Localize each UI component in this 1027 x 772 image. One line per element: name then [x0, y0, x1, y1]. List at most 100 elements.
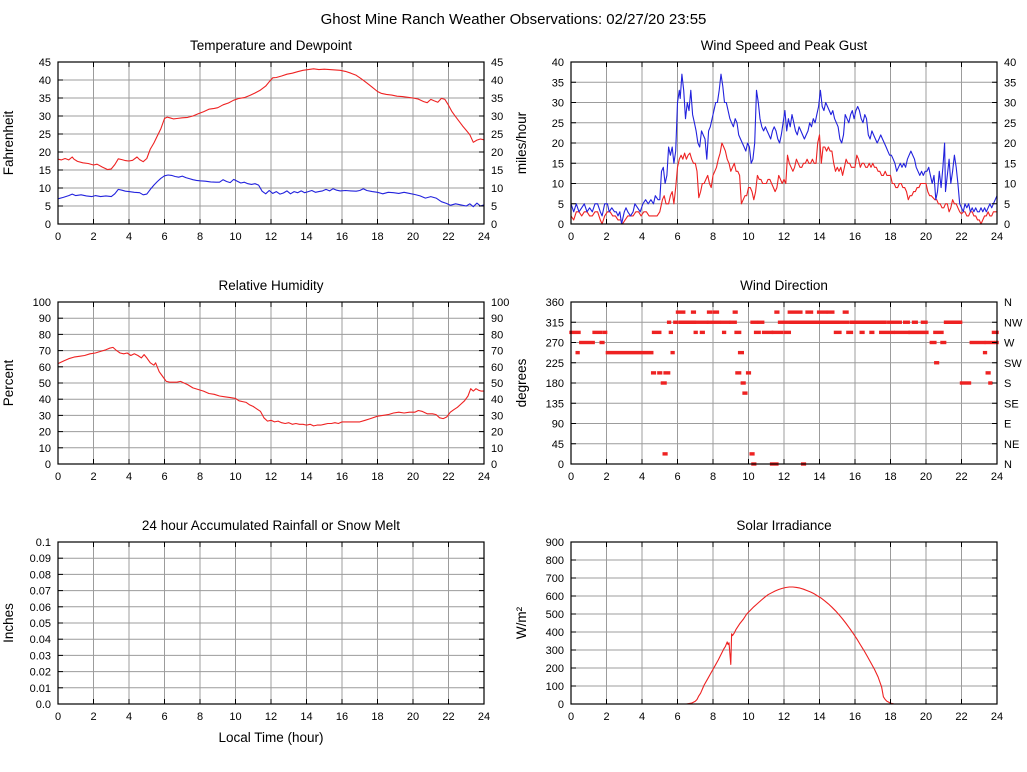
svg-text:45: 45	[39, 57, 51, 69]
svg-text:15: 15	[491, 165, 503, 177]
svg-text:20: 20	[407, 711, 419, 723]
svg-text:225: 225	[546, 358, 564, 370]
svg-text:30: 30	[1004, 98, 1016, 110]
svg-text:0.04: 0.04	[30, 634, 51, 646]
svg-text:E: E	[1004, 419, 1011, 431]
svg-text:18: 18	[884, 471, 896, 483]
svg-text:20: 20	[1004, 138, 1016, 150]
svg-text:12: 12	[778, 231, 790, 243]
svg-text:2: 2	[90, 471, 96, 483]
svg-text:10: 10	[491, 443, 503, 455]
svg-text:35: 35	[1004, 77, 1016, 89]
svg-text:22: 22	[442, 231, 454, 243]
svg-text:4: 4	[126, 471, 132, 483]
svg-text:50: 50	[39, 378, 51, 390]
svg-text:14: 14	[813, 231, 825, 243]
svg-text:22: 22	[955, 471, 967, 483]
svg-text:22: 22	[442, 471, 454, 483]
svg-text:30: 30	[552, 98, 564, 110]
svg-text:600: 600	[546, 591, 564, 603]
svg-text:2: 2	[603, 231, 609, 243]
svg-text:6: 6	[674, 471, 680, 483]
svg-text:22: 22	[955, 231, 967, 243]
svg-text:30: 30	[491, 111, 503, 123]
svg-text:90: 90	[491, 313, 503, 325]
svg-text:24: 24	[991, 231, 1003, 243]
svg-text:18: 18	[371, 711, 383, 723]
svg-text:100: 100	[546, 681, 564, 693]
svg-text:Percent: Percent	[1, 359, 16, 406]
svg-text:70: 70	[39, 346, 51, 358]
svg-text:20: 20	[920, 471, 932, 483]
svg-text:20: 20	[39, 147, 51, 159]
svg-text:24: 24	[478, 711, 490, 723]
svg-text:2: 2	[90, 711, 96, 723]
svg-text:18: 18	[371, 471, 383, 483]
svg-text:degrees: degrees	[514, 358, 529, 407]
svg-text:10: 10	[491, 183, 503, 195]
svg-text:16: 16	[336, 231, 348, 243]
svg-text:40: 40	[39, 75, 51, 87]
svg-text:Solar Irradiance: Solar Irradiance	[736, 518, 831, 533]
svg-text:60: 60	[491, 362, 503, 374]
svg-text:900: 900	[546, 537, 564, 549]
svg-text:SE: SE	[1004, 398, 1019, 410]
svg-text:90: 90	[39, 313, 51, 325]
weather-dashboard: Ghost Mine Ranch Weather Observations: 0…	[1, 11, 1023, 745]
svg-text:10: 10	[552, 179, 564, 191]
svg-text:14: 14	[813, 711, 825, 723]
svg-text:4: 4	[639, 231, 645, 243]
svg-text:14: 14	[300, 471, 312, 483]
svg-text:6: 6	[674, 711, 680, 723]
svg-text:W: W	[1004, 338, 1015, 350]
svg-text:300: 300	[546, 645, 564, 657]
svg-text:0: 0	[45, 219, 51, 231]
svg-text:6: 6	[674, 231, 680, 243]
svg-text:4: 4	[639, 471, 645, 483]
svg-text:0.02: 0.02	[30, 667, 51, 679]
svg-text:24 hour Accumulated Rainfall o: 24 hour Accumulated Rainfall or Snow Mel…	[142, 518, 400, 533]
svg-text:0: 0	[55, 711, 61, 723]
svg-text:0.08: 0.08	[30, 569, 51, 581]
svg-text:700: 700	[546, 573, 564, 585]
svg-text:30: 30	[39, 410, 51, 422]
svg-text:35: 35	[39, 93, 51, 105]
svg-text:40: 40	[1004, 57, 1016, 69]
svg-text:0.05: 0.05	[30, 618, 51, 630]
svg-text:20: 20	[407, 471, 419, 483]
svg-text:6: 6	[161, 471, 167, 483]
svg-text:22: 22	[442, 711, 454, 723]
svg-text:24: 24	[991, 471, 1003, 483]
svg-text:Relative Humidity: Relative Humidity	[218, 278, 323, 293]
svg-text:20: 20	[491, 147, 503, 159]
svg-text:2: 2	[90, 231, 96, 243]
svg-text:50: 50	[491, 378, 503, 390]
svg-text:40: 40	[39, 394, 51, 406]
svg-text:0.06: 0.06	[30, 602, 51, 614]
svg-text:14: 14	[813, 471, 825, 483]
svg-text:18: 18	[371, 231, 383, 243]
svg-text:0: 0	[1004, 219, 1010, 231]
svg-text:12: 12	[265, 471, 277, 483]
svg-text:30: 30	[39, 111, 51, 123]
svg-text:35: 35	[491, 93, 503, 105]
svg-text:18: 18	[884, 231, 896, 243]
svg-text:NW: NW	[1004, 317, 1023, 329]
svg-text:Fahrenheit: Fahrenheit	[1, 110, 16, 175]
svg-text:45: 45	[552, 439, 564, 451]
svg-text:80: 80	[491, 329, 503, 341]
svg-text:8: 8	[710, 471, 716, 483]
svg-text:16: 16	[849, 231, 861, 243]
svg-text:8: 8	[710, 711, 716, 723]
svg-text:0: 0	[491, 219, 497, 231]
chart-solar-irradiance: 0 2 4 6 8 10 12 14 16 18 20 22 240100200300400500600…	[514, 518, 1003, 723]
svg-text:8: 8	[197, 231, 203, 243]
svg-text:Temperature and Dewpoint: Temperature and Dewpoint	[190, 38, 352, 53]
svg-text:N: N	[1004, 459, 1012, 471]
svg-text:24: 24	[478, 231, 490, 243]
svg-text:15: 15	[39, 165, 51, 177]
svg-text:Inches: Inches	[1, 603, 16, 643]
